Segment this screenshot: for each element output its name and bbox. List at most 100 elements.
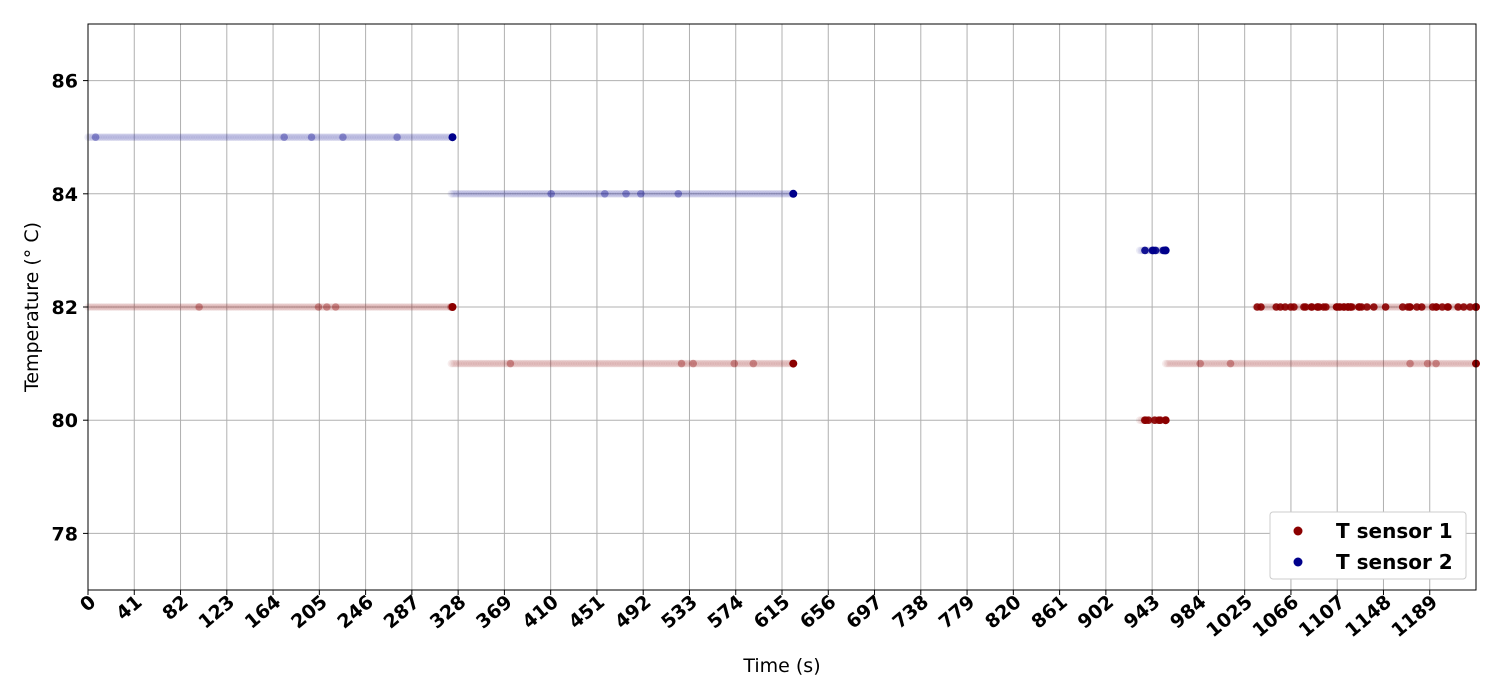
- data-point-t-sensor-1: [143, 303, 152, 311]
- data-point-t-sensor-2: [201, 133, 209, 141]
- data-point-t-sensor-1: [431, 303, 439, 311]
- data-point-t-sensor-1: [405, 303, 414, 311]
- data-point-t-sensor-1: [749, 359, 758, 368]
- data-point-t-sensor-2: [231, 133, 240, 141]
- data-point-t-sensor-2: [233, 133, 241, 141]
- data-point-t-sensor-2: [258, 133, 267, 141]
- data-point-t-sensor-1: [560, 359, 569, 368]
- data-point-t-sensor-2: [616, 190, 625, 198]
- data-point-t-sensor-2: [474, 190, 483, 198]
- data-point-t-sensor-2: [674, 190, 683, 198]
- data-point-t-sensor-1: [1381, 359, 1390, 368]
- data-point-t-sensor-1: [638, 359, 647, 368]
- data-point-t-sensor-2: [709, 190, 718, 198]
- data-point-t-sensor-2: [545, 190, 554, 198]
- data-point-t-sensor-1: [709, 359, 718, 368]
- data-point-t-sensor-2: [726, 190, 735, 198]
- x-tick-label: 861: [1027, 591, 1072, 633]
- data-point-t-sensor-2: [652, 190, 660, 198]
- data-point-t-sensor-1: [528, 359, 537, 368]
- data-point-t-sensor-2: [393, 133, 401, 141]
- data-point-t-sensor-2: [472, 190, 481, 198]
- data-point-t-sensor-2: [436, 133, 444, 141]
- data-point-t-sensor-1: [172, 303, 180, 311]
- data-point-t-sensor-1: [187, 303, 196, 311]
- data-point-t-sensor-2: [99, 133, 108, 141]
- data-point-t-sensor-1: [711, 359, 720, 368]
- data-point-t-sensor-2: [190, 133, 199, 141]
- data-point-t-sensor-1: [204, 303, 212, 311]
- data-point-t-sensor-1: [323, 303, 331, 311]
- data-point-t-sensor-2: [341, 133, 350, 141]
- data-point-t-sensor-2: [610, 190, 618, 198]
- data-point-t-sensor-1: [559, 359, 567, 368]
- data-point-t-sensor-1: [1324, 359, 1332, 368]
- data-point-t-sensor-1: [107, 303, 116, 311]
- data-point-t-sensor-1: [1383, 359, 1392, 368]
- data-point-t-sensor-1: [1456, 359, 1464, 368]
- data-point-t-sensor-2: [608, 190, 616, 198]
- data-point-t-sensor-2: [138, 133, 146, 141]
- data-point-t-sensor-2: [148, 133, 157, 141]
- data-point-t-sensor-2: [706, 190, 715, 198]
- data-point-t-sensor-1: [757, 359, 765, 368]
- data-point-t-sensor-2: [698, 190, 706, 198]
- legend-marker-t-sensor-2: [1293, 557, 1303, 567]
- data-point-t-sensor-1: [1393, 359, 1402, 368]
- data-point-t-sensor-2: [199, 133, 207, 141]
- data-point-t-sensor-2: [167, 133, 175, 141]
- data-point-t-sensor-1: [1236, 359, 1244, 368]
- data-point-t-sensor-1: [1375, 359, 1383, 368]
- data-point-t-sensor-1: [104, 303, 113, 311]
- data-point-t-sensor-1: [1390, 359, 1398, 368]
- data-point-t-sensor-2: [574, 190, 583, 198]
- data-point-t-sensor-1: [1180, 359, 1189, 368]
- data-point-t-sensor-1: [314, 303, 323, 311]
- data-point-t-sensor-2: [676, 190, 684, 198]
- data-point-t-sensor-2: [753, 190, 762, 198]
- data-point-t-sensor-1: [542, 359, 550, 368]
- data-point-t-sensor-1: [1405, 359, 1414, 368]
- data-point-t-sensor-2: [789, 189, 798, 198]
- data-point-t-sensor-2: [343, 133, 351, 141]
- data-point-t-sensor-2: [626, 190, 635, 198]
- data-point-t-sensor-1: [572, 359, 581, 368]
- data-point-t-sensor-1: [677, 359, 686, 368]
- data-point-t-sensor-1: [178, 303, 187, 311]
- data-point-t-sensor-1: [594, 359, 603, 368]
- data-point-t-sensor-2: [459, 190, 468, 198]
- data-point-t-sensor-1: [341, 303, 350, 311]
- data-point-t-sensor-2: [126, 133, 135, 141]
- data-point-t-sensor-1: [223, 303, 231, 311]
- data-point-t-sensor-1: [682, 359, 691, 368]
- data-point-t-sensor-2: [375, 133, 383, 141]
- data-point-t-sensor-1: [1209, 359, 1217, 368]
- data-point-t-sensor-1: [545, 359, 554, 368]
- data-point-t-sensor-1: [243, 303, 251, 311]
- data-point-t-sensor-2: [782, 190, 791, 198]
- data-point-t-sensor-2: [769, 190, 777, 198]
- data-point-t-sensor-1: [299, 303, 307, 311]
- data-point-t-sensor-2: [606, 190, 615, 198]
- data-point-t-sensor-2: [263, 133, 272, 141]
- data-point-t-sensor-1: [1373, 359, 1382, 368]
- data-point-t-sensor-2: [300, 133, 309, 141]
- data-point-t-sensor-1: [723, 359, 732, 368]
- data-point-t-sensor-1: [494, 359, 503, 368]
- data-point-t-sensor-1: [564, 359, 572, 368]
- data-point-t-sensor-1: [672, 359, 681, 368]
- data-point-t-sensor-2: [294, 133, 302, 141]
- data-point-t-sensor-1: [267, 303, 275, 311]
- data-point-t-sensor-2: [228, 133, 236, 141]
- data-point-t-sensor-2: [441, 133, 449, 141]
- data-point-t-sensor-2: [424, 133, 433, 141]
- data-point-t-sensor-2: [429, 133, 438, 141]
- data-point-t-sensor-1: [260, 303, 268, 311]
- data-point-t-sensor-1: [377, 303, 385, 311]
- data-point-t-sensor-1: [1410, 359, 1419, 368]
- data-point-t-sensor-1: [184, 303, 192, 311]
- x-tick-label: 41: [112, 591, 146, 625]
- data-point-t-sensor-2: [400, 133, 409, 141]
- data-point-t-sensor-1: [1453, 359, 1461, 368]
- data-point-t-sensor-2: [599, 190, 608, 198]
